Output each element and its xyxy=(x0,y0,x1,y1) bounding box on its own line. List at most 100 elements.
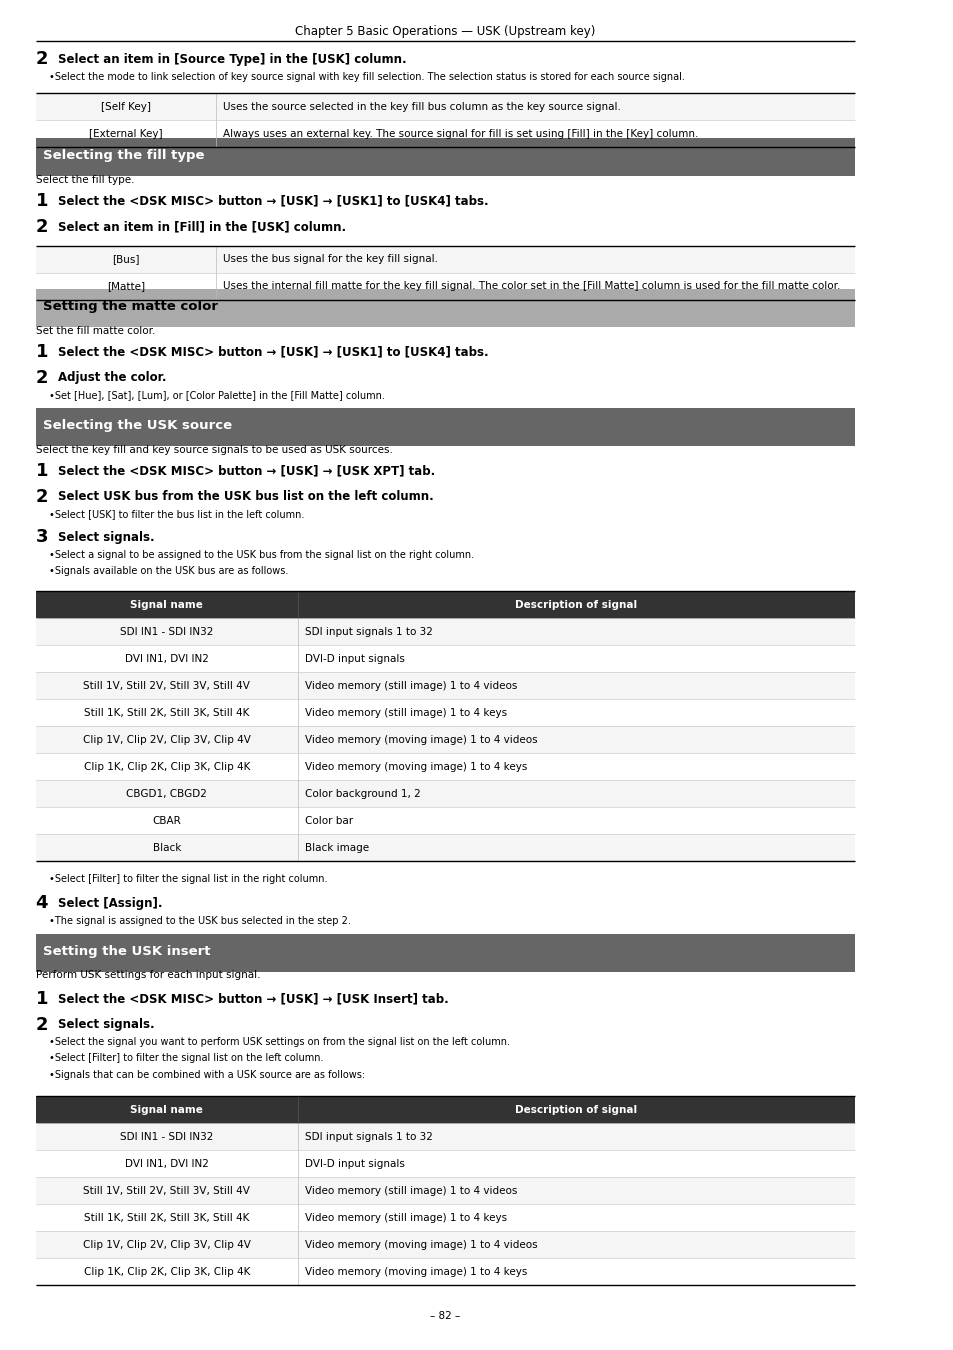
Text: Video memory (moving image) 1 to 4 keys: Video memory (moving image) 1 to 4 keys xyxy=(305,761,527,772)
Text: Select the <DSK MISC> button → [USK] → [USK1] to [USK4] tabs.: Select the <DSK MISC> button → [USK] → [… xyxy=(58,194,488,208)
Text: Description of signal: Description of signal xyxy=(515,1104,637,1115)
Text: 1: 1 xyxy=(35,462,48,481)
FancyBboxPatch shape xyxy=(35,618,854,645)
Text: •Signals that can be combined with a USK source are as follows:: •Signals that can be combined with a USK… xyxy=(49,1069,365,1080)
Text: Signal name: Signal name xyxy=(131,599,203,610)
Text: Setting the USK insert: Setting the USK insert xyxy=(43,945,210,958)
FancyBboxPatch shape xyxy=(35,672,854,699)
Text: Uses the internal fill matte for the key fill signal. The color set in the [Fill: Uses the internal fill matte for the key… xyxy=(223,281,840,292)
Text: •Select the signal you want to perform USK settings on from the signal list on t: •Select the signal you want to perform U… xyxy=(49,1037,510,1048)
Text: Still 1V, Still 2V, Still 3V, Still 4V: Still 1V, Still 2V, Still 3V, Still 4V xyxy=(83,680,250,691)
Text: 1: 1 xyxy=(35,192,48,211)
Text: Still 1K, Still 2K, Still 3K, Still 4K: Still 1K, Still 2K, Still 3K, Still 4K xyxy=(84,707,249,718)
Text: CBAR: CBAR xyxy=(152,815,181,826)
Text: Clip 1V, Clip 2V, Clip 3V, Clip 4V: Clip 1V, Clip 2V, Clip 3V, Clip 4V xyxy=(83,734,251,745)
Text: •Select [Filter] to filter the signal list in the right column.: •Select [Filter] to filter the signal li… xyxy=(49,873,327,884)
Text: Uses the source selected in the key fill bus column as the key source signal.: Uses the source selected in the key fill… xyxy=(223,101,620,112)
Text: Still 1K, Still 2K, Still 3K, Still 4K: Still 1K, Still 2K, Still 3K, Still 4K xyxy=(84,1212,249,1223)
Text: Video memory (moving image) 1 to 4 keys: Video memory (moving image) 1 to 4 keys xyxy=(305,1266,527,1277)
Text: 2: 2 xyxy=(35,369,48,387)
Text: Uses the bus signal for the key fill signal.: Uses the bus signal for the key fill sig… xyxy=(223,254,437,265)
Text: SDI IN1 - SDI IN32: SDI IN1 - SDI IN32 xyxy=(120,626,213,637)
FancyBboxPatch shape xyxy=(35,645,854,672)
FancyBboxPatch shape xyxy=(35,753,854,780)
FancyBboxPatch shape xyxy=(35,1231,854,1258)
Text: DVI IN1, DVI IN2: DVI IN1, DVI IN2 xyxy=(125,1158,209,1169)
Text: Clip 1K, Clip 2K, Clip 3K, Clip 4K: Clip 1K, Clip 2K, Clip 3K, Clip 4K xyxy=(84,761,250,772)
Text: •The signal is assigned to the USK bus selected in the step 2.: •The signal is assigned to the USK bus s… xyxy=(49,915,351,926)
Text: [External Key]: [External Key] xyxy=(89,128,162,139)
Text: 2: 2 xyxy=(35,487,48,506)
Text: – 82 –: – 82 – xyxy=(430,1311,460,1322)
Text: Always uses an external key. The source signal for fill is set using [Fill] in t: Always uses an external key. The source … xyxy=(223,128,698,139)
Text: SDI IN1 - SDI IN32: SDI IN1 - SDI IN32 xyxy=(120,1131,213,1142)
Text: DVI IN1, DVI IN2: DVI IN1, DVI IN2 xyxy=(125,653,209,664)
Text: Perform USK settings for each input signal.: Perform USK settings for each input sign… xyxy=(35,969,260,980)
FancyBboxPatch shape xyxy=(35,1096,854,1123)
Text: 1: 1 xyxy=(35,343,48,362)
Text: Chapter 5 Basic Operations — USK (Upstream key): Chapter 5 Basic Operations — USK (Upstre… xyxy=(294,24,595,38)
FancyBboxPatch shape xyxy=(35,120,854,147)
Text: •Signals available on the USK bus are as follows.: •Signals available on the USK bus are as… xyxy=(49,566,288,576)
FancyBboxPatch shape xyxy=(35,1204,854,1231)
Text: CBGD1, CBGD2: CBGD1, CBGD2 xyxy=(126,788,207,799)
Text: Select [Assign].: Select [Assign]. xyxy=(58,896,162,910)
Text: Select the <DSK MISC> button → [USK] → [USK Insert] tab.: Select the <DSK MISC> button → [USK] → [… xyxy=(58,992,448,1006)
Text: Video memory (still image) 1 to 4 videos: Video memory (still image) 1 to 4 videos xyxy=(305,680,517,691)
FancyBboxPatch shape xyxy=(35,1258,854,1285)
Text: Selecting the fill type: Selecting the fill type xyxy=(43,148,204,162)
Text: •Select [USK] to filter the bus list in the left column.: •Select [USK] to filter the bus list in … xyxy=(49,509,304,520)
Text: •Select the mode to link selection of key source signal with key fill selection.: •Select the mode to link selection of ke… xyxy=(49,72,684,82)
FancyBboxPatch shape xyxy=(35,726,854,753)
Text: Video memory (moving image) 1 to 4 videos: Video memory (moving image) 1 to 4 video… xyxy=(305,734,537,745)
Text: [Matte]: [Matte] xyxy=(107,281,145,292)
Text: 2: 2 xyxy=(35,50,48,69)
Text: Black: Black xyxy=(152,842,181,853)
FancyBboxPatch shape xyxy=(35,934,854,972)
Text: Clip 1K, Clip 2K, Clip 3K, Clip 4K: Clip 1K, Clip 2K, Clip 3K, Clip 4K xyxy=(84,1266,250,1277)
Text: DVI-D input signals: DVI-D input signals xyxy=(305,653,404,664)
Text: Select USK bus from the USK bus list on the left column.: Select USK bus from the USK bus list on … xyxy=(58,490,434,504)
Text: Adjust the color.: Adjust the color. xyxy=(58,371,166,385)
Text: Setting the matte color: Setting the matte color xyxy=(43,300,217,313)
Text: Clip 1V, Clip 2V, Clip 3V, Clip 4V: Clip 1V, Clip 2V, Clip 3V, Clip 4V xyxy=(83,1239,251,1250)
Text: Select the <DSK MISC> button → [USK] → [USK XPT] tab.: Select the <DSK MISC> button → [USK] → [… xyxy=(58,464,435,478)
Text: Select an item in [Fill] in the [USK] column.: Select an item in [Fill] in the [USK] co… xyxy=(58,220,346,234)
Text: 3: 3 xyxy=(35,528,48,547)
Text: Signal name: Signal name xyxy=(131,1104,203,1115)
Text: •Select a signal to be assigned to the USK bus from the signal list on the right: •Select a signal to be assigned to the U… xyxy=(49,549,474,560)
Text: Select signals.: Select signals. xyxy=(58,531,154,544)
Text: [Self Key]: [Self Key] xyxy=(101,101,151,112)
FancyBboxPatch shape xyxy=(35,591,854,618)
FancyBboxPatch shape xyxy=(35,93,854,120)
FancyBboxPatch shape xyxy=(35,1150,854,1177)
FancyBboxPatch shape xyxy=(35,1123,854,1150)
Text: Select the key fill and key source signals to be used as USK sources.: Select the key fill and key source signa… xyxy=(35,444,392,455)
Text: 1: 1 xyxy=(35,990,48,1008)
Text: •Select [Filter] to filter the signal list on the left column.: •Select [Filter] to filter the signal li… xyxy=(49,1053,323,1064)
Text: Select the fill type.: Select the fill type. xyxy=(35,174,134,185)
FancyBboxPatch shape xyxy=(35,699,854,726)
Text: Set the fill matte color.: Set the fill matte color. xyxy=(35,325,154,336)
Text: Color bar: Color bar xyxy=(305,815,353,826)
Text: Black image: Black image xyxy=(305,842,369,853)
Text: Select signals.: Select signals. xyxy=(58,1018,154,1031)
Text: Video memory (still image) 1 to 4 videos: Video memory (still image) 1 to 4 videos xyxy=(305,1185,517,1196)
Text: 4: 4 xyxy=(35,894,48,913)
Text: Description of signal: Description of signal xyxy=(515,599,637,610)
FancyBboxPatch shape xyxy=(35,273,854,300)
Text: SDI input signals 1 to 32: SDI input signals 1 to 32 xyxy=(305,1131,433,1142)
Text: 2: 2 xyxy=(35,1015,48,1034)
Text: DVI-D input signals: DVI-D input signals xyxy=(305,1158,404,1169)
Text: •Set [Hue], [Sat], [Lum], or [Color Palette] in the [Fill Matte] column.: •Set [Hue], [Sat], [Lum], or [Color Pale… xyxy=(49,390,384,401)
FancyBboxPatch shape xyxy=(35,807,854,834)
Text: Select the <DSK MISC> button → [USK] → [USK1] to [USK4] tabs.: Select the <DSK MISC> button → [USK] → [… xyxy=(58,346,488,359)
FancyBboxPatch shape xyxy=(35,1177,854,1204)
FancyBboxPatch shape xyxy=(35,834,854,861)
FancyBboxPatch shape xyxy=(35,408,854,446)
FancyBboxPatch shape xyxy=(35,138,854,176)
FancyBboxPatch shape xyxy=(35,780,854,807)
FancyBboxPatch shape xyxy=(35,289,854,327)
Text: Video memory (still image) 1 to 4 keys: Video memory (still image) 1 to 4 keys xyxy=(305,1212,507,1223)
Text: Color background 1, 2: Color background 1, 2 xyxy=(305,788,420,799)
